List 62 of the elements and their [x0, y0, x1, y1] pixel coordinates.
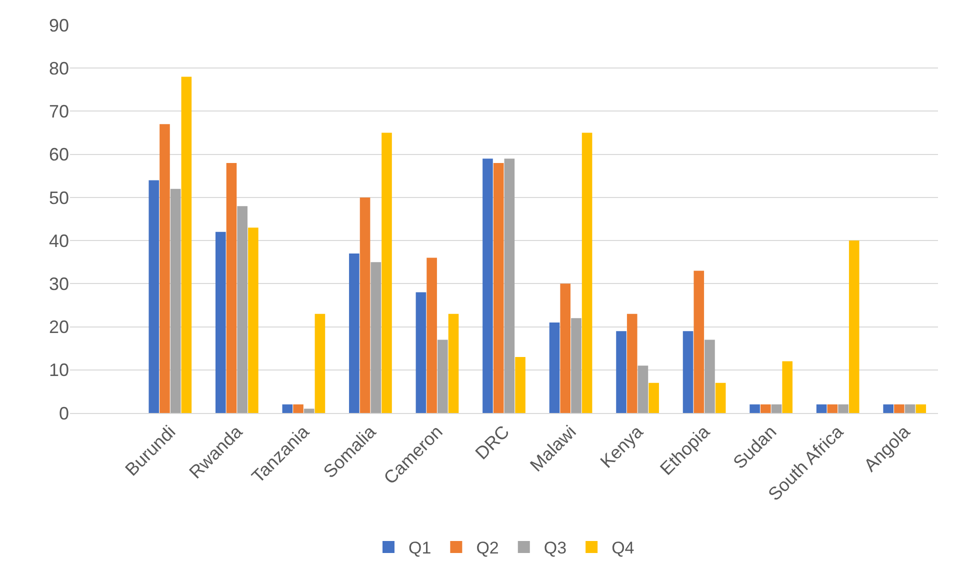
bar	[438, 340, 448, 413]
y-tick-label: 60	[48, 144, 69, 165]
bar	[237, 206, 248, 413]
bar	[560, 284, 570, 413]
bar	[382, 132, 392, 413]
y-tick-label: 90	[48, 15, 69, 36]
y-tick-label: 70	[48, 102, 69, 122]
bar	[293, 404, 304, 413]
bar	[160, 124, 170, 413]
y-tick-label: 30	[48, 274, 69, 294]
bar	[626, 314, 638, 413]
legend-label: Q1	[408, 538, 432, 558]
bar	[181, 76, 192, 413]
bar	[648, 382, 659, 413]
bar	[215, 232, 226, 413]
bar	[694, 270, 704, 413]
bar	[349, 253, 360, 413]
bar	[616, 331, 626, 413]
bar	[704, 340, 715, 413]
bar	[638, 366, 648, 413]
bar	[360, 197, 370, 413]
y-tick-label: 10	[48, 360, 69, 380]
bar	[750, 404, 760, 413]
bar	[894, 404, 904, 413]
bar	[148, 180, 160, 413]
legend-label: Q2	[476, 538, 499, 558]
bar	[504, 158, 515, 413]
bar	[248, 228, 258, 413]
legend-label: Q4	[612, 538, 634, 558]
bar	[549, 322, 560, 413]
bar	[571, 318, 582, 413]
bar	[760, 404, 771, 413]
bar	[448, 314, 459, 413]
bar	[883, 404, 894, 413]
bar	[827, 404, 838, 413]
bar	[782, 361, 793, 413]
bar	[170, 188, 181, 413]
bar	[416, 292, 426, 413]
bar	[482, 158, 493, 413]
bar	[493, 162, 504, 413]
bar	[838, 404, 848, 413]
bar	[426, 258, 437, 413]
bar	[682, 331, 694, 413]
y-tick-label: 50	[48, 188, 69, 208]
bar	[904, 404, 916, 413]
bar	[226, 162, 237, 413]
y-tick-label: 0	[58, 403, 69, 424]
bar	[582, 132, 592, 413]
y-tick-label: 40	[48, 230, 69, 251]
legend-label: Q3	[544, 538, 567, 558]
y-tick-label: 80	[48, 58, 69, 78]
bar	[314, 314, 326, 413]
bar	[715, 382, 726, 413]
bar	[771, 404, 782, 413]
y-tick-label: 20	[48, 317, 69, 338]
bar	[916, 404, 926, 413]
bar	[848, 240, 860, 413]
bar	[816, 404, 827, 413]
bar	[282, 404, 293, 413]
bar	[515, 356, 526, 413]
bar	[370, 262, 382, 413]
bar	[304, 408, 314, 413]
